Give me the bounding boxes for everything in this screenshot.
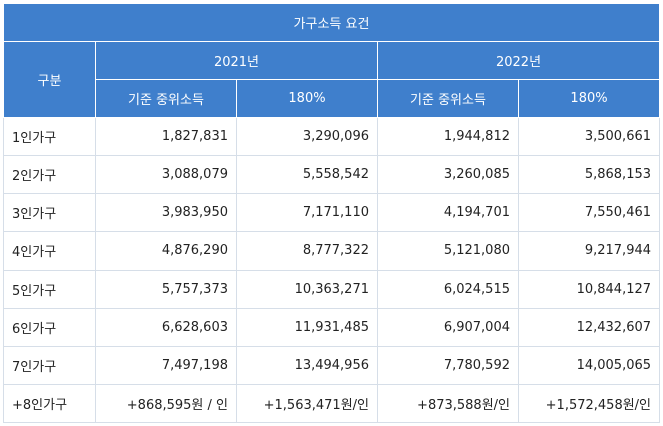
year-header-2021: 2021년 (95, 41, 378, 80)
cell-2022-median: +873,588원/인 (377, 383, 519, 424)
cell-2021-median: 5,757,373 (95, 269, 237, 309)
cell-2022-median: 5,121,080 (377, 231, 519, 271)
table-row: 3인가구 3,983,950 7,171,110 4,194,701 7,550… (3, 193, 661, 233)
cell-2022-median: 6,024,515 (377, 269, 519, 309)
table-row: 1인가구 1,827,831 3,290,096 1,944,812 3,500… (3, 116, 661, 157)
cell-2021-180: 11,931,485 (236, 307, 378, 347)
cell-2022-180: 9,217,944 (517, 231, 661, 271)
cell-2021-180: 3,290,096 (236, 116, 378, 157)
cell-2021-median: 1,827,831 (95, 116, 237, 157)
row-label: 5인가구 (3, 269, 96, 309)
cell-2022-median: 1,944,812 (377, 116, 519, 157)
group-header: 구분 (3, 41, 96, 118)
table-row: +8인가구 +868,595원 / 인 +1,563,471원/인 +873,5… (3, 383, 661, 424)
cell-2022-180: 5,868,153 (517, 155, 661, 195)
table-row: 2인가구 3,088,079 5,558,542 3,260,085 5,868… (3, 155, 661, 195)
cell-2021-median: 7,497,198 (95, 345, 237, 385)
subheader-2021-180: 180% (236, 79, 378, 118)
row-label: 7인가구 (3, 345, 96, 385)
cell-2021-180: +1,563,471원/인 (236, 383, 378, 424)
subheader-2022-median: 기준 중위소득 (377, 79, 519, 118)
cell-2021-180: 10,363,271 (236, 269, 378, 309)
row-label: +8인가구 (3, 383, 96, 424)
cell-2022-median: 3,260,085 (377, 155, 519, 195)
cell-2022-180: 7,550,461 (517, 193, 661, 233)
subheader-2021-median: 기준 중위소득 (95, 79, 237, 118)
cell-2021-180: 8,777,322 (236, 231, 378, 271)
row-label: 6인가구 (3, 307, 96, 347)
cell-2021-median: 3,983,950 (95, 193, 237, 233)
cell-2021-180: 7,171,110 (236, 193, 378, 233)
cell-2021-median: 6,628,603 (95, 307, 237, 347)
year-header-2022: 2022년 (376, 41, 661, 80)
table-row: 6인가구 6,628,603 11,931,485 6,907,004 12,4… (3, 307, 661, 347)
cell-2021-median: 4,876,290 (95, 231, 237, 271)
table-title: 가구소득 요건 (2, 3, 661, 42)
cell-2022-180: +1,572,458원/인 (517, 383, 661, 424)
cell-2022-median: 4,194,701 (377, 193, 519, 233)
cell-2022-180: 10,844,127 (517, 269, 661, 309)
cell-2022-180: 14,005,065 (517, 345, 661, 385)
table-row: 7인가구 7,497,198 13,494,956 7,780,592 14,0… (3, 345, 661, 385)
cell-2021-180: 5,558,542 (236, 155, 378, 195)
subheader-2022-180: 180% (517, 79, 661, 118)
household-income-table: 가구소득 요건 구분 2021년 2022년 기준 중위소득 180% 기준 중… (2, 3, 661, 424)
row-label: 4인가구 (3, 231, 96, 271)
row-label: 1인가구 (3, 116, 96, 157)
cell-2022-median: 6,907,004 (377, 307, 519, 347)
table-row: 4인가구 4,876,290 8,777,322 5,121,080 9,217… (3, 231, 661, 271)
table-row: 5인가구 5,757,373 10,363,271 6,024,515 10,8… (3, 269, 661, 309)
cell-2022-180: 3,500,661 (517, 116, 661, 157)
cell-2021-median: +868,595원 / 인 (95, 383, 237, 424)
cell-2021-180: 13,494,956 (236, 345, 378, 385)
cell-2022-median: 7,780,592 (377, 345, 519, 385)
cell-2022-180: 12,432,607 (517, 307, 661, 347)
row-label: 2인가구 (3, 155, 96, 195)
row-label: 3인가구 (3, 193, 96, 233)
cell-2021-median: 3,088,079 (95, 155, 237, 195)
